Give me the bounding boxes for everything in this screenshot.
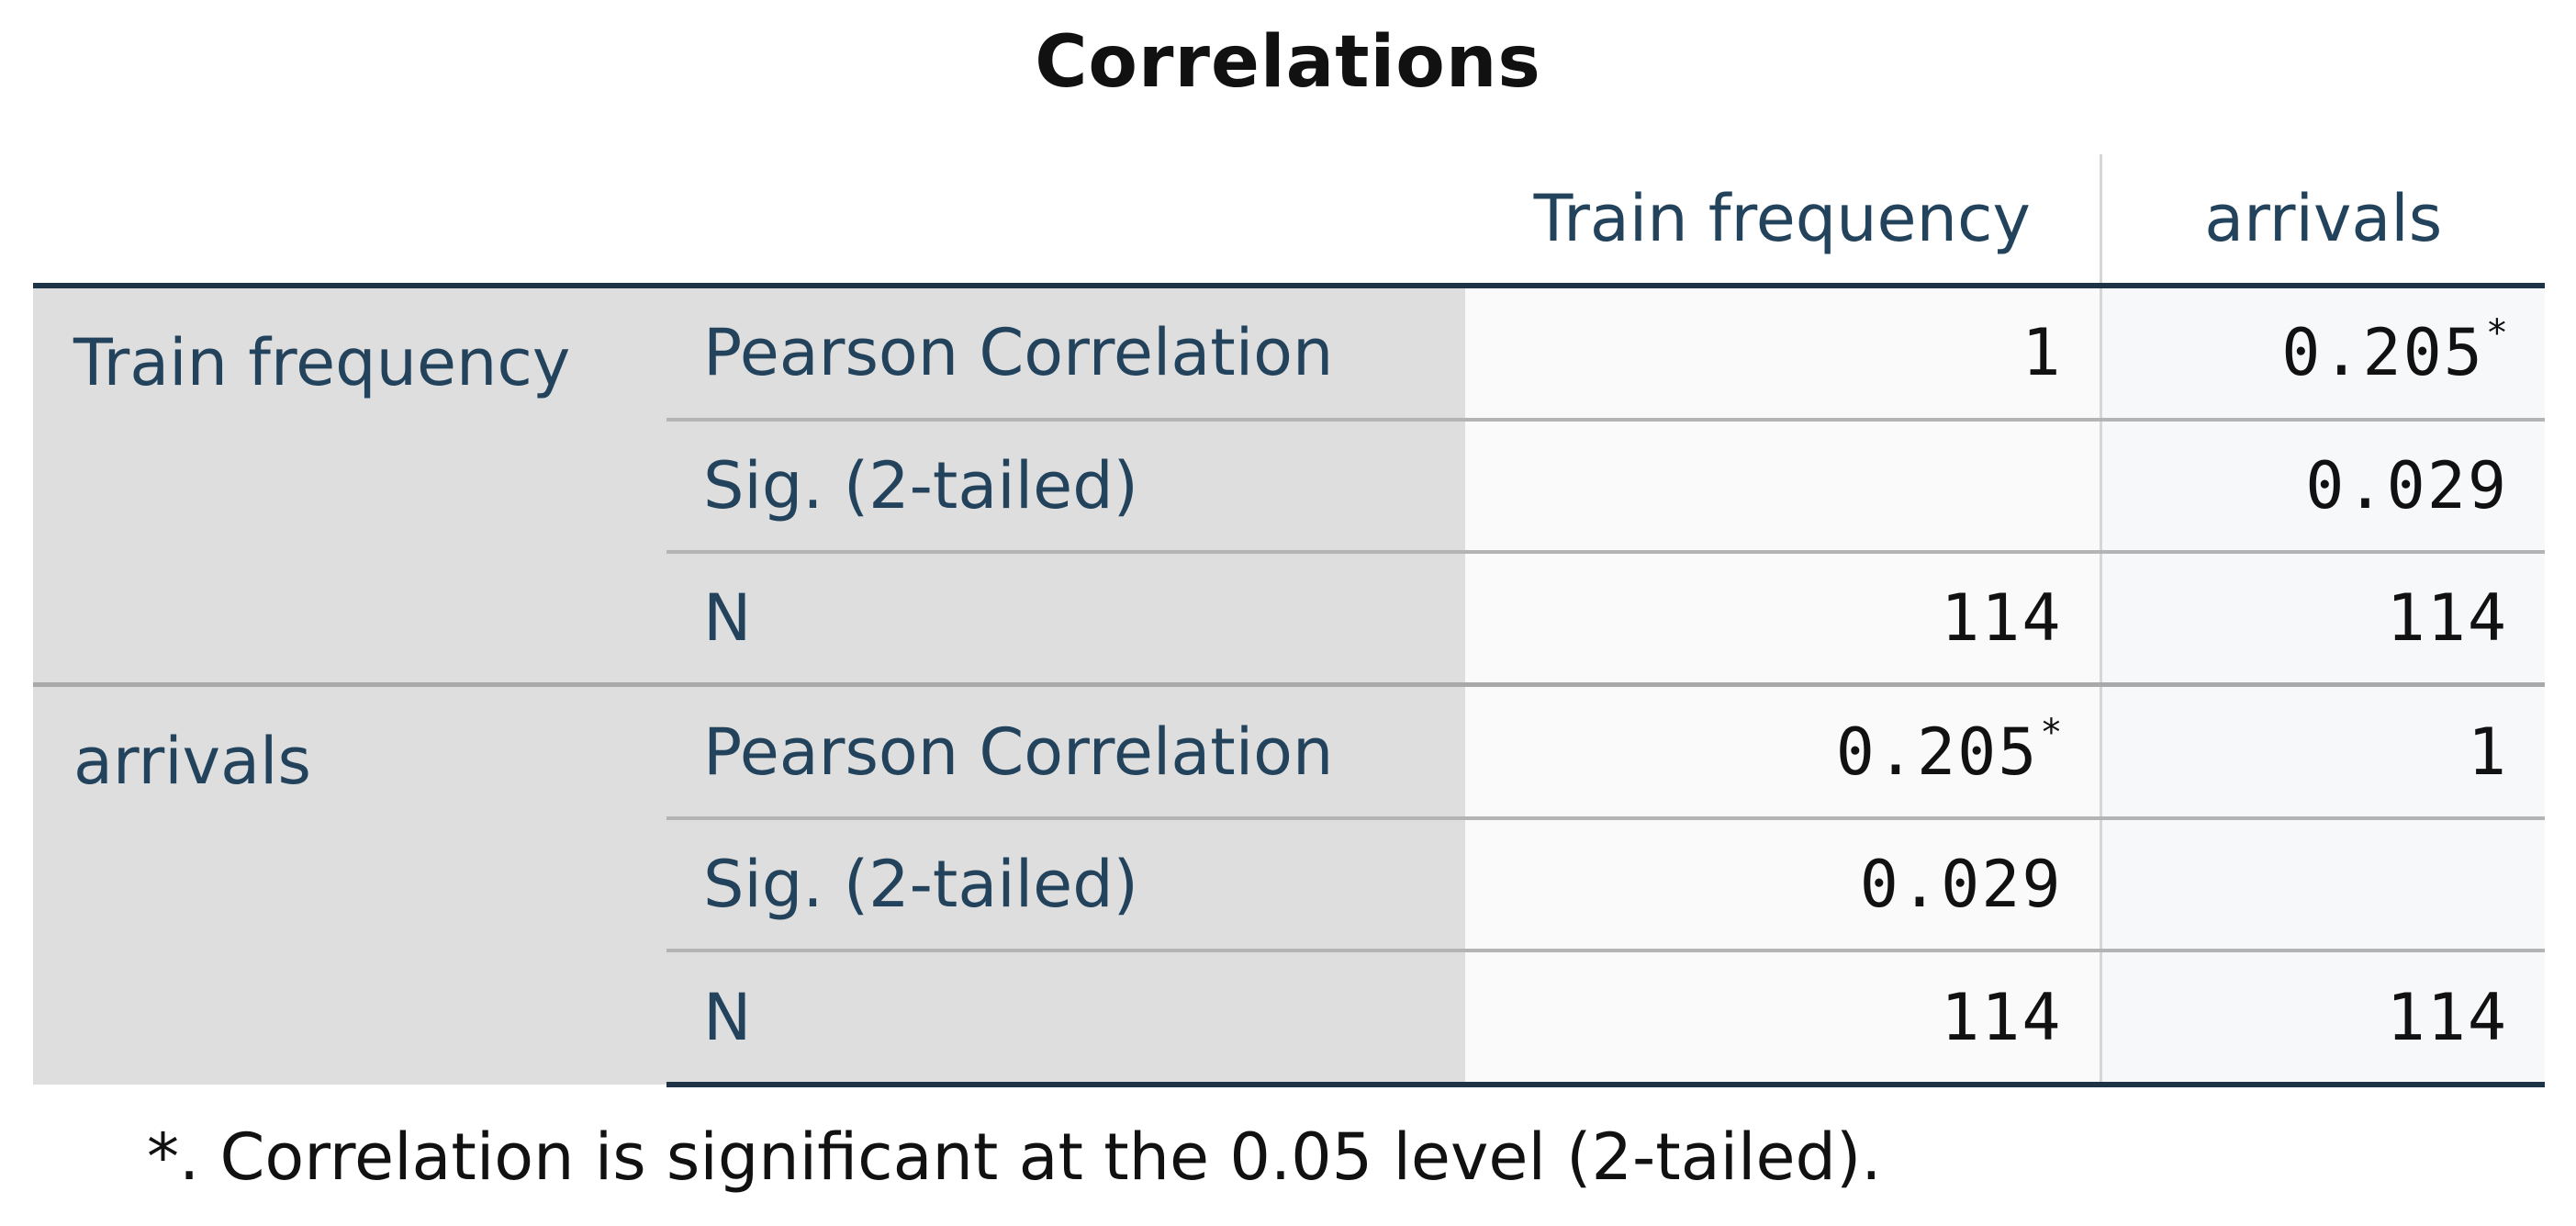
table-row: arrivals Pearson Correlation 0.205* 1 (33, 682, 2545, 1085)
value-cell: 1 (1465, 283, 2102, 420)
value-cell: 114 (2100, 549, 2545, 685)
statistic-label: N (666, 549, 1465, 685)
value-cell (2100, 815, 2545, 951)
row-group-label: arrivals (33, 682, 666, 1085)
value-cell: 114 (1465, 949, 2102, 1087)
significance-mark: * (2485, 312, 2510, 355)
value-cell: 0.205* (1465, 682, 2102, 818)
value-cell: 114 (2100, 949, 2545, 1087)
table-row: Train frequency Pearson Correlation 1 0.… (33, 283, 2545, 685)
table-row: Sig. (2-tailed) 0.029 (33, 815, 2545, 951)
table-title: Correlations (1035, 21, 1541, 104)
header-row: Train frequency arrivals (33, 154, 2545, 286)
header-corner (33, 154, 1465, 286)
table-row: Sig. (2-tailed) 0.029 (33, 417, 2545, 552)
significance-mark: * (2040, 711, 2065, 754)
column-header-arrivals: arrivals (2100, 154, 2545, 286)
statistic-label: Pearson Correlation (666, 682, 1465, 818)
statistic-label: Pearson Correlation (666, 283, 1465, 420)
value-cell: 0.205* (2100, 283, 2545, 420)
value-cell (1465, 417, 2102, 552)
table-row: N 114 114 (33, 949, 2545, 1087)
statistic-label: Sig. (2-tailed) (666, 417, 1465, 552)
table-footnote: *. Correlation is significant at the 0.0… (147, 1119, 1882, 1195)
column-header-train-frequency: Train frequency (1465, 154, 2102, 286)
statistic-label: Sig. (2-tailed) (666, 815, 1465, 951)
value-cell: 114 (1465, 549, 2102, 685)
value-cell: 0.029 (1465, 815, 2102, 951)
value-cell: 1 (2100, 682, 2545, 818)
row-group-label: Train frequency (33, 283, 666, 685)
table-row: N 114 114 (33, 549, 2545, 685)
statistic-label: N (666, 949, 1465, 1087)
correlations-table: Train frequency arrivals Train frequency… (33, 154, 2545, 1087)
value-cell: 0.029 (2100, 417, 2545, 552)
